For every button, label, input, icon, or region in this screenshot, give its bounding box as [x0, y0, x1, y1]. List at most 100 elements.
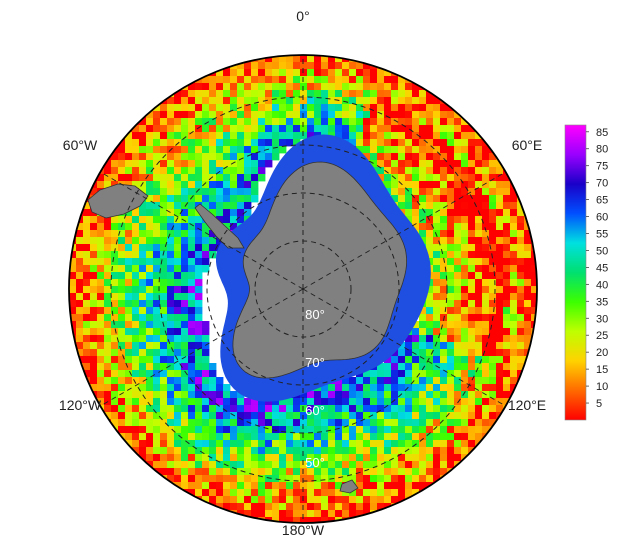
data-cell: [447, 426, 455, 434]
data-cell: [174, 146, 182, 154]
data-cell: [216, 433, 224, 441]
data-cell: [461, 118, 469, 126]
data-cell: [489, 188, 497, 196]
data-cell: [426, 167, 434, 175]
data-cell: [370, 377, 378, 385]
data-cell: [300, 419, 308, 427]
data-cell: [104, 258, 112, 266]
data-cell: [356, 461, 364, 469]
data-cell: [251, 454, 259, 462]
data-cell: [419, 132, 427, 140]
data-cell: [188, 237, 196, 245]
data-cell: [174, 216, 182, 224]
data-cell: [440, 188, 448, 196]
data-cell: [251, 447, 259, 455]
data-cell: [496, 286, 504, 294]
data-cell: [244, 139, 252, 147]
data-cell: [419, 461, 427, 469]
data-cell: [391, 398, 399, 406]
data-cell: [272, 447, 280, 455]
data-cell: [223, 167, 231, 175]
data-cell: [90, 335, 98, 343]
data-cell: [265, 118, 273, 126]
data-cell: [118, 139, 126, 147]
data-cell: [496, 398, 504, 406]
data-cell: [195, 447, 203, 455]
data-cell: [125, 412, 133, 420]
data-cell: [139, 440, 147, 448]
data-cell: [209, 251, 217, 259]
data-cell: [363, 384, 371, 392]
data-cell: [181, 125, 189, 133]
data-cell: [195, 419, 203, 427]
data-cell: [167, 174, 175, 182]
data-cell: [356, 76, 364, 84]
data-cell: [160, 335, 168, 343]
data-cell: [76, 286, 84, 294]
data-cell: [398, 363, 406, 371]
data-cell: [384, 419, 392, 427]
data-cell: [433, 335, 441, 343]
data-cell: [405, 111, 413, 119]
data-cell: [153, 258, 161, 266]
data-cell: [230, 153, 238, 161]
data-cell: [447, 244, 455, 252]
data-cell: [188, 97, 196, 105]
data-cell: [489, 321, 497, 329]
data-cell: [223, 76, 231, 84]
data-cell: [118, 321, 126, 329]
data-cell: [258, 104, 266, 112]
data-cell: [447, 272, 455, 280]
data-cell: [356, 419, 364, 427]
data-cell: [146, 265, 154, 273]
data-cell: [265, 461, 273, 469]
data-cell: [132, 286, 140, 294]
data-cell: [307, 419, 315, 427]
colorbar-tick-label: 45: [596, 262, 608, 274]
data-cell: [202, 202, 210, 210]
data-cell: [447, 202, 455, 210]
data-cell: [160, 349, 168, 357]
data-cell: [524, 307, 532, 315]
data-cell: [125, 419, 133, 427]
data-cell: [335, 503, 343, 511]
data-cell: [328, 90, 336, 98]
data-cell: [293, 517, 301, 523]
data-cell: [181, 188, 189, 196]
data-cell: [230, 426, 238, 434]
data-cell: [244, 97, 252, 105]
data-cell: [335, 447, 343, 455]
data-cell: [258, 111, 266, 119]
data-cell: [279, 104, 287, 112]
data-cell: [279, 76, 287, 84]
data-cell: [139, 363, 147, 371]
data-cell: [370, 412, 378, 420]
data-cell: [139, 398, 147, 406]
data-cell: [160, 461, 168, 469]
data-cell: [167, 314, 175, 322]
data-cell: [489, 342, 497, 350]
data-cell: [433, 433, 441, 441]
data-cell: [272, 125, 280, 133]
data-cell: [181, 174, 189, 182]
data-cell: [125, 272, 133, 280]
data-cell: [426, 195, 434, 203]
data-cell: [104, 230, 112, 238]
data-cell: [412, 475, 420, 483]
data-cell: [209, 489, 217, 497]
data-cell: [209, 230, 217, 238]
data-cell: [489, 153, 497, 161]
data-cell: [454, 405, 462, 413]
data-cell: [356, 468, 364, 476]
data-cell: [160, 216, 168, 224]
data-cell: [391, 489, 399, 497]
data-cell: [475, 230, 483, 238]
data-cell: [391, 412, 399, 420]
data-cell: [454, 300, 462, 308]
data-cell: [118, 160, 126, 168]
data-cell: [454, 447, 462, 455]
data-cell: [202, 349, 210, 357]
data-cell: [160, 209, 168, 217]
data-cell: [356, 447, 364, 455]
data-cell: [349, 377, 357, 385]
